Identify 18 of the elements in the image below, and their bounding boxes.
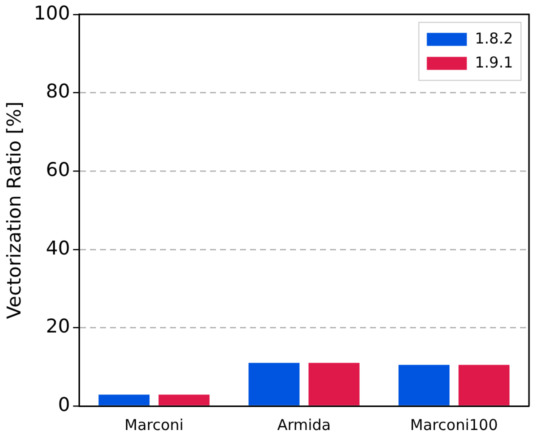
y-tick-label: 40 bbox=[46, 237, 70, 260]
y-tick-label: 60 bbox=[46, 158, 70, 181]
legend-label: 1.9.1 bbox=[474, 53, 514, 72]
legend-label: 1.8.2 bbox=[474, 29, 514, 48]
bar bbox=[308, 362, 360, 406]
y-tick-label: 100 bbox=[34, 2, 70, 24]
y-tick-label: 20 bbox=[46, 316, 70, 338]
y-tick-label: 80 bbox=[46, 80, 70, 103]
x-tick-label: Armida bbox=[277, 416, 331, 434]
y-axis-title: Vectorization Ratio [%] bbox=[3, 101, 26, 319]
y-tick-label: 0 bbox=[58, 394, 70, 416]
bar bbox=[398, 364, 450, 406]
bar bbox=[158, 394, 210, 406]
bar bbox=[458, 364, 510, 406]
x-tick-label: Marconi bbox=[124, 416, 184, 434]
x-tick-label: Marconi100 bbox=[410, 416, 498, 434]
bar bbox=[98, 394, 150, 406]
bar bbox=[248, 362, 300, 406]
